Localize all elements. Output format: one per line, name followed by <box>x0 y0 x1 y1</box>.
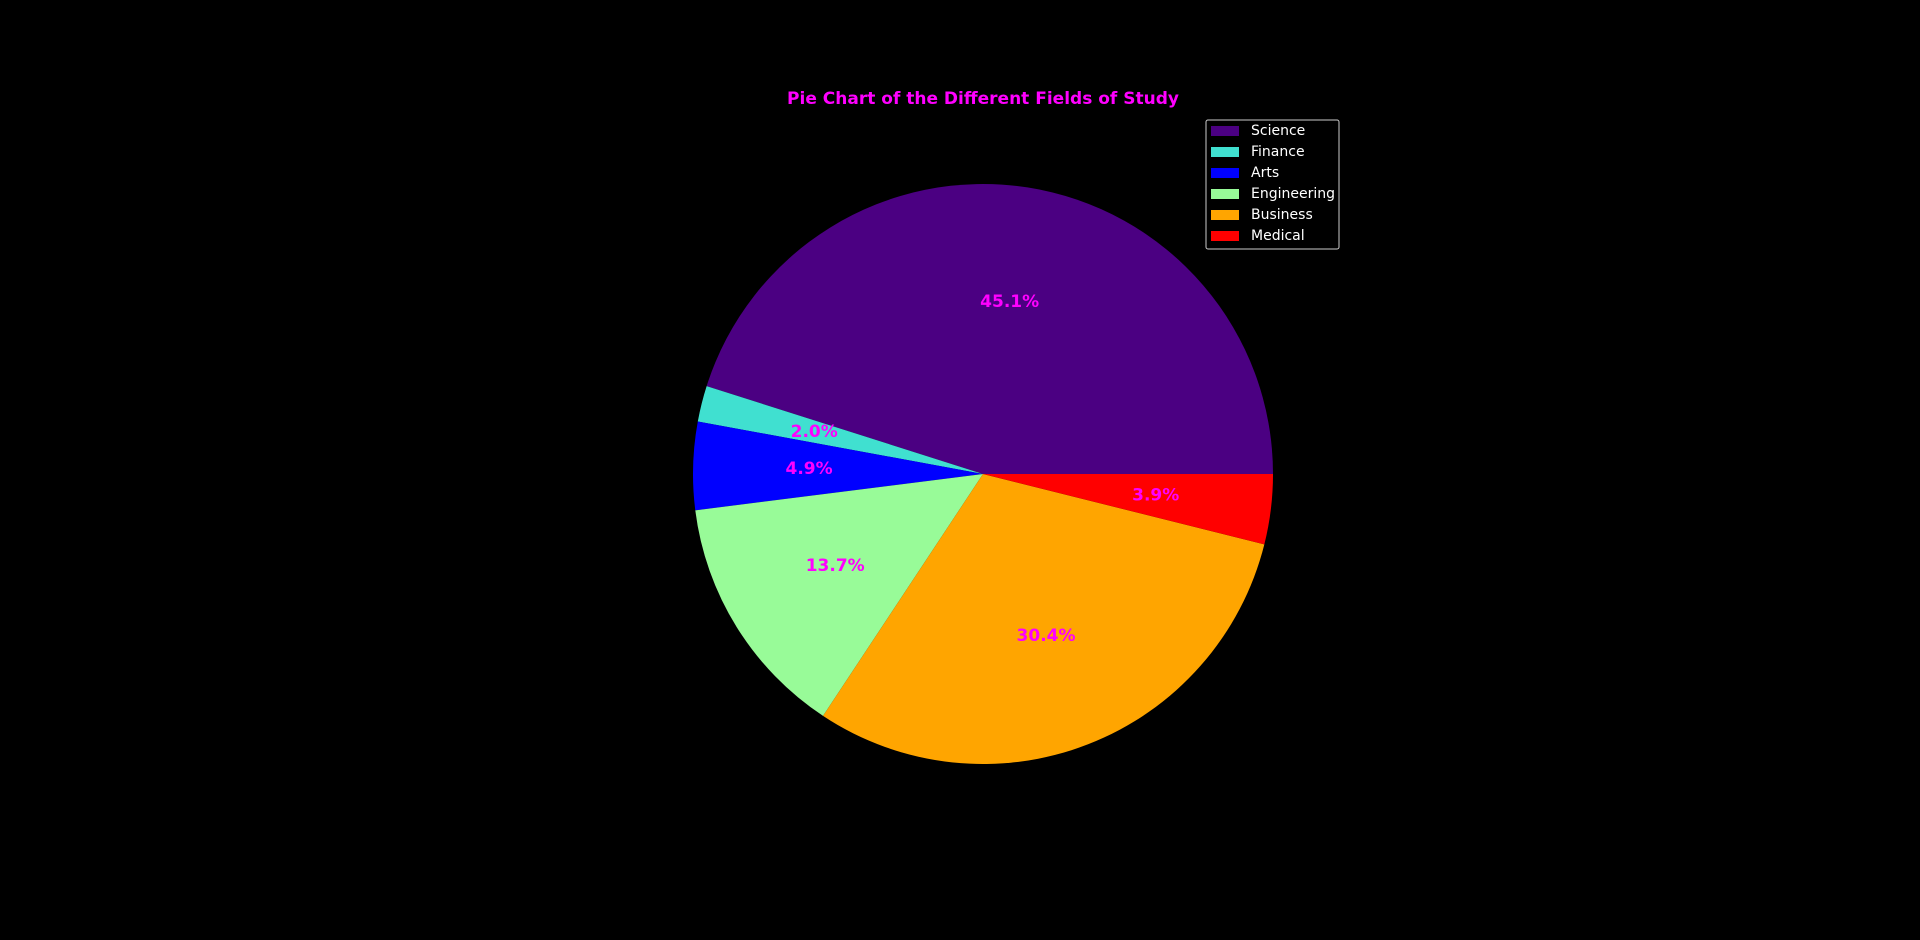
legend-label-medical: Medical <box>1251 228 1305 244</box>
legend-label-science: Science <box>1251 123 1305 139</box>
legend-label-arts: Arts <box>1251 165 1279 181</box>
pct-label-engineering: 13.7% <box>806 556 865 576</box>
pct-label-arts: 4.9% <box>785 459 832 479</box>
legend-label-engineering: Engineering <box>1251 186 1335 202</box>
legend-swatch-arts <box>1211 168 1239 178</box>
legend: Science Finance Arts Engineering Business Med… <box>1206 120 1339 249</box>
pct-label-medical: 3.9% <box>1132 485 1179 505</box>
legend-swatch-engineering <box>1211 189 1239 199</box>
pct-label-business: 30.4% <box>1017 626 1076 646</box>
legend-swatch-medical <box>1211 231 1239 241</box>
legend-swatch-finance <box>1211 147 1239 157</box>
legend-label-finance: Finance <box>1251 144 1305 160</box>
pct-label-science: 45.1% <box>980 292 1039 312</box>
legend-swatch-business <box>1211 210 1239 220</box>
legend-swatch-science <box>1211 126 1239 136</box>
pct-label-finance: 2.0% <box>791 422 838 442</box>
legend-label-business: Business <box>1251 207 1313 223</box>
chart-title: Pie Chart of the Different Fields of Stu… <box>787 89 1179 109</box>
slices-group <box>693 184 1273 764</box>
